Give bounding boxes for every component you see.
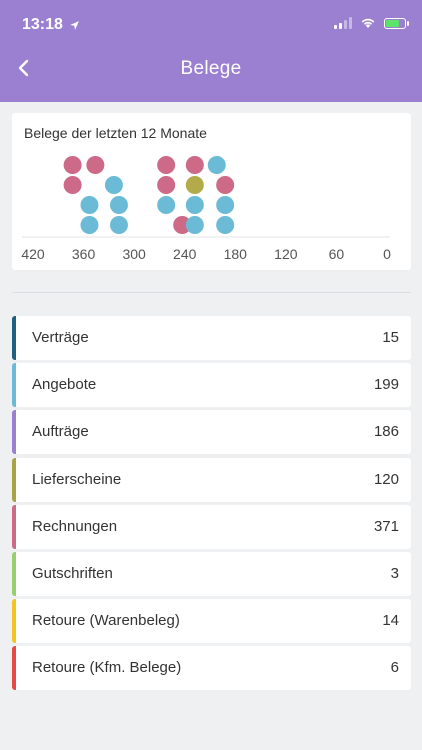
- chart-dot[interactable]: [216, 196, 235, 214]
- chart-dot[interactable]: [157, 156, 176, 174]
- chart-dot[interactable]: [216, 216, 235, 234]
- list-row-label: Retoure (Kfm. Belege): [32, 659, 182, 677]
- chart-dot[interactable]: [185, 176, 204, 194]
- wifi-icon: [361, 18, 375, 28]
- chart-dot[interactable]: [104, 176, 123, 194]
- dot-chart: 420 360 300 240 180 120 60 0: [21, 156, 391, 262]
- list-row-label: Aufträge: [32, 423, 89, 441]
- chevron-left-icon[interactable]: [14, 56, 34, 80]
- document-type-list: Verträge 15 Angebote 199 Aufträge 186 Liefersc…: [12, 316, 411, 694]
- list-row[interactable]: Lieferscheine 120: [12, 457, 411, 502]
- x-tick-label: 360: [72, 246, 96, 262]
- list-row-label: Angebote: [32, 376, 97, 394]
- chart-title: Belege der letzten 12 Monate: [24, 125, 207, 141]
- list-row[interactable]: Retoure (Warenbeleg) 14: [12, 599, 411, 644]
- category-color-bar: [12, 551, 16, 596]
- x-tick-label: 300: [122, 246, 146, 262]
- category-color-bar: [12, 504, 16, 549]
- list-row-count: 371: [373, 517, 399, 535]
- chart-dot[interactable]: [86, 156, 105, 174]
- chart-dot[interactable]: [109, 216, 128, 234]
- battery-charging-icon: [384, 17, 409, 29]
- chart-dot[interactable]: [109, 196, 128, 214]
- list-row-count: 3: [390, 564, 399, 582]
- chart-dot[interactable]: [63, 176, 82, 194]
- list-row[interactable]: Retoure (Kfm. Belege) 6: [12, 646, 411, 691]
- chart-card: Belege der letzten 12 Monate 420 360 300 24…: [12, 113, 411, 270]
- status-bar-icons: [334, 17, 409, 29]
- list-row-count: 6: [390, 659, 399, 677]
- category-color-bar: [12, 646, 16, 691]
- list-row-count: 199: [373, 376, 399, 394]
- list-row-count: 15: [382, 329, 399, 346]
- x-tick-label: 420: [21, 246, 45, 262]
- list-row-count: 186: [373, 423, 399, 441]
- x-tick-label: 180: [224, 246, 248, 262]
- list-row[interactable]: Angebote 199: [12, 363, 411, 408]
- list-row[interactable]: Gutschriften 3: [12, 551, 411, 596]
- chart-dot[interactable]: [80, 216, 99, 234]
- list-row-label: Verträge: [32, 329, 89, 346]
- category-color-bar: [12, 457, 16, 502]
- chart-dot[interactable]: [207, 156, 226, 174]
- category-color-bar: [12, 599, 16, 644]
- x-tick-label: 60: [329, 246, 345, 262]
- category-color-bar: [12, 363, 16, 408]
- category-color-bar: [12, 316, 16, 360]
- list-row-label: Lieferscheine: [32, 470, 122, 488]
- section-divider: [12, 292, 411, 293]
- list-row-count: 120: [373, 470, 399, 488]
- list-row[interactable]: Aufträge 186: [12, 410, 411, 455]
- chart-dot[interactable]: [173, 216, 192, 234]
- list-row-label: Retoure (Warenbeleg): [32, 612, 180, 630]
- x-tick-label: 120: [274, 246, 298, 262]
- status-bar-time: 13:18: [22, 16, 80, 34]
- cellular-signal-icon: [334, 17, 352, 29]
- chart-dot[interactable]: [157, 196, 176, 214]
- chart-dot[interactable]: [185, 196, 204, 214]
- app-header: 13:18 Belege: [0, 0, 422, 102]
- x-tick-label: 0: [383, 246, 391, 262]
- category-color-bar: [12, 410, 16, 455]
- list-row[interactable]: Rechnungen 371: [12, 504, 411, 549]
- chart-dot[interactable]: [80, 196, 99, 214]
- list-row-count: 14: [382, 612, 399, 630]
- list-row-label: Rechnungen: [32, 517, 118, 535]
- list-row-label: Gutschriften: [32, 564, 113, 582]
- x-tick-label: 240: [173, 246, 197, 262]
- list-row[interactable]: Verträge 15: [12, 316, 411, 360]
- chart-dot[interactable]: [185, 156, 204, 174]
- chart-dot[interactable]: [185, 216, 204, 234]
- location-arrow-icon: [70, 20, 79, 30]
- chart-dot[interactable]: [157, 176, 176, 194]
- chart-dot[interactable]: [63, 156, 82, 174]
- chart-dot[interactable]: [216, 176, 235, 194]
- status-time-text: 13:18: [22, 16, 63, 33]
- page-title: Belege: [180, 58, 242, 79]
